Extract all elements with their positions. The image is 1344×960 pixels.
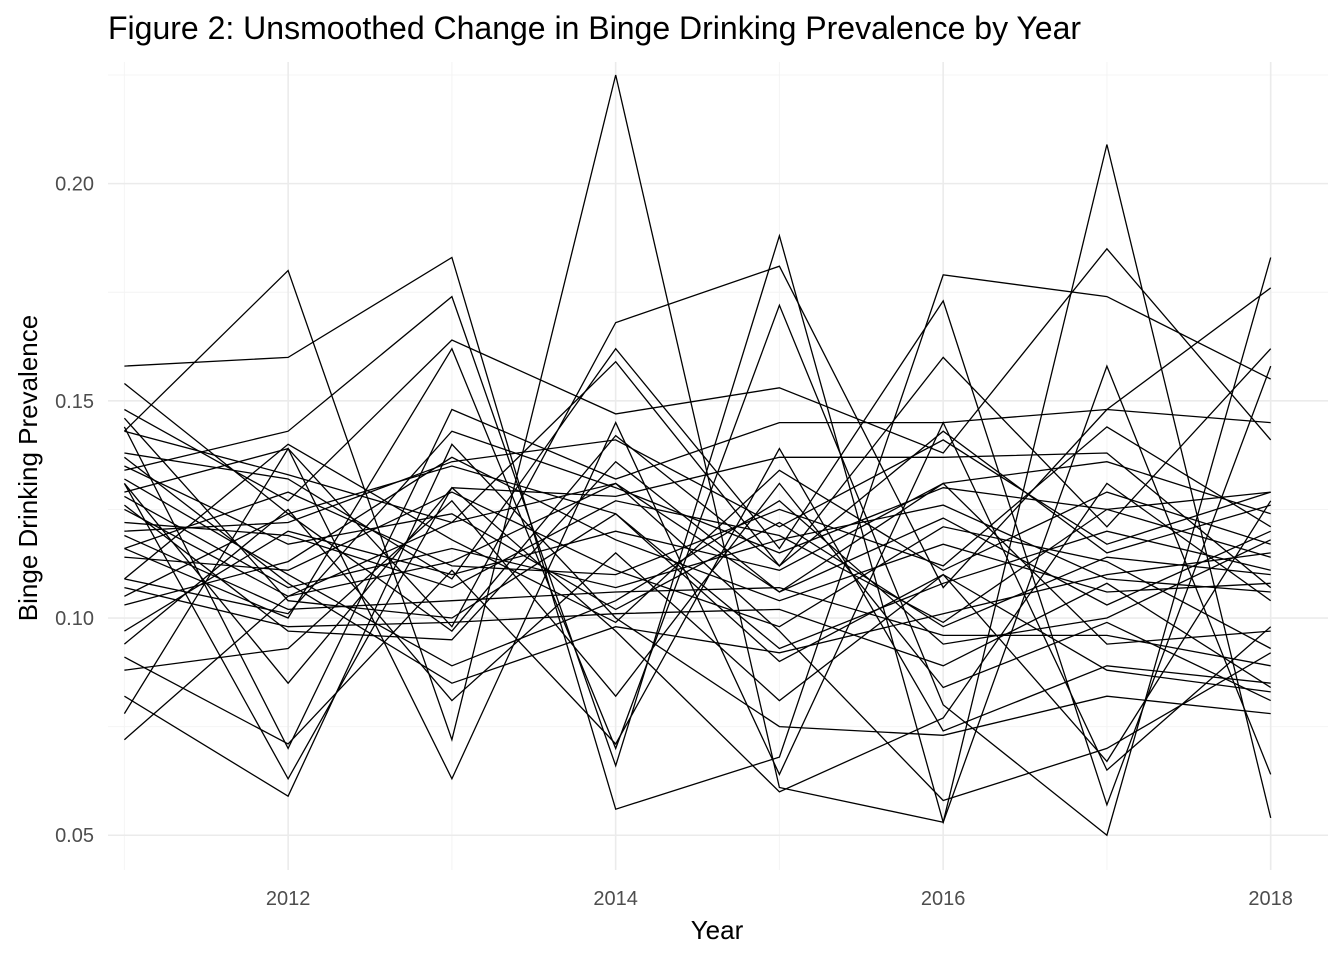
series-line-31 bbox=[124, 447, 1271, 746]
y-axis-title: Binge Drinking Prevalence bbox=[13, 315, 43, 621]
series-line-1 bbox=[124, 256, 1271, 811]
series-line-34 bbox=[124, 443, 1271, 798]
y-tick-label: 0.10 bbox=[55, 608, 94, 630]
y-tick-label: 0.15 bbox=[55, 391, 94, 413]
y-tick-label: 0.05 bbox=[55, 825, 94, 847]
x-tick-label: 2018 bbox=[1248, 888, 1293, 910]
series-line-7 bbox=[124, 299, 1272, 807]
series-line-32 bbox=[123, 482, 1272, 802]
series-line-16 bbox=[123, 443, 1271, 624]
series-line-19 bbox=[124, 456, 1271, 606]
series-line-8 bbox=[123, 408, 1271, 750]
series-line-20 bbox=[124, 495, 1271, 593]
series-line-18 bbox=[124, 465, 1271, 628]
series-line-5 bbox=[124, 265, 1272, 628]
series-line-29 bbox=[124, 482, 1271, 702]
series-line-26 bbox=[124, 456, 1271, 684]
gridlines bbox=[108, 62, 1328, 870]
series-line-4 bbox=[124, 233, 1272, 825]
series-line-10 bbox=[123, 452, 1272, 685]
series-line-35 bbox=[123, 482, 1272, 793]
series-line-30 bbox=[123, 508, 1271, 702]
y-tick-label: 0.20 bbox=[55, 174, 94, 196]
series-line-28 bbox=[124, 582, 1272, 689]
series-line-23 bbox=[123, 417, 1271, 650]
x-axis-ticks: 2012 2014 2016 2018 bbox=[266, 888, 1293, 910]
series-line-13 bbox=[123, 382, 1271, 632]
series-line-33 bbox=[123, 421, 1272, 781]
x-tick-label: 2014 bbox=[593, 888, 638, 910]
series-line-25 bbox=[124, 478, 1271, 667]
series-line-12 bbox=[124, 430, 1271, 615]
series-line-24 bbox=[124, 460, 1271, 641]
x-axis-title: Year bbox=[691, 915, 744, 945]
series-line-14 bbox=[124, 430, 1271, 593]
series-line-9 bbox=[124, 348, 1272, 598]
series-lines bbox=[123, 74, 1272, 837]
series-line-3 bbox=[124, 247, 1272, 502]
series-line-36 bbox=[124, 465, 1272, 763]
x-tick-label: 2016 bbox=[921, 888, 966, 910]
y-axis-ticks: 0.05 0.10 0.15 0.20 bbox=[55, 174, 94, 848]
x-tick-label: 2012 bbox=[266, 888, 311, 910]
series-line-2 bbox=[123, 74, 1272, 823]
chart-title: Figure 2: Unsmoothed Change in Binge Dri… bbox=[108, 10, 1082, 46]
series-line-11 bbox=[124, 439, 1271, 545]
